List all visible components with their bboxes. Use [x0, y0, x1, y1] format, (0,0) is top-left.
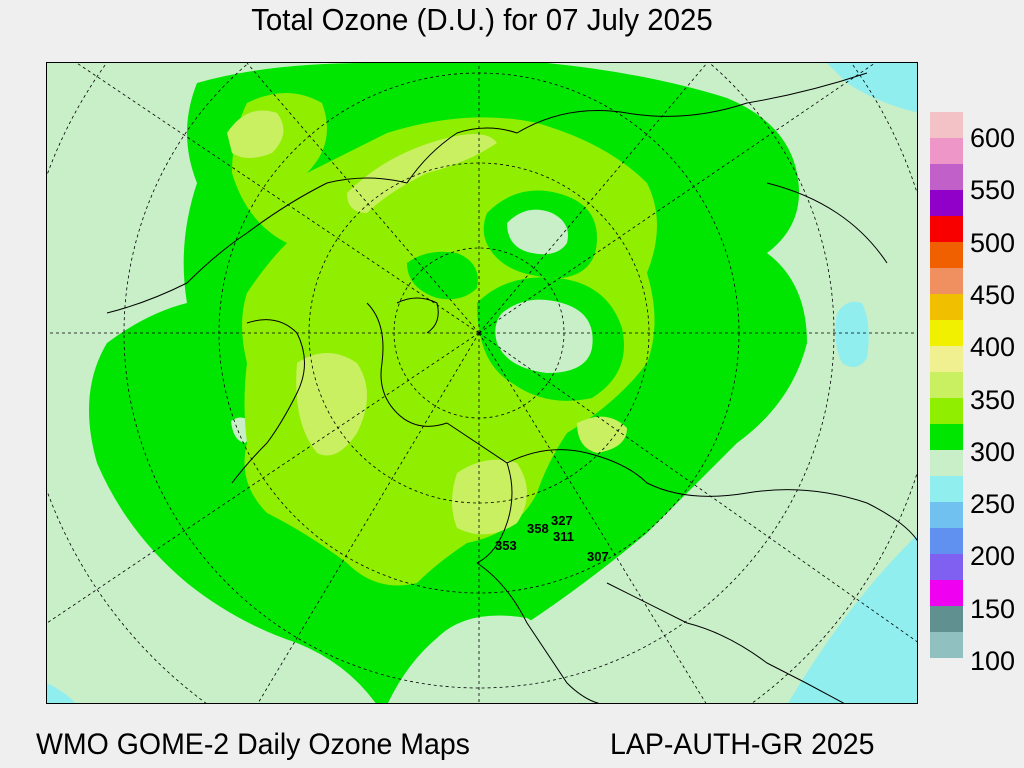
legend-swatch	[930, 268, 963, 294]
legend-swatch	[930, 242, 963, 268]
legend-label: 550	[970, 175, 1016, 206]
band-400-450-e	[577, 416, 627, 453]
legend-swatch	[930, 450, 963, 476]
low-ozone-area-southeast	[788, 534, 917, 703]
band-300-350-inner	[407, 251, 478, 300]
footer-credit: LAP-AUTH-GR 2025	[610, 728, 875, 761]
ozone-map-svg: 353 358 327 311 307	[47, 63, 917, 703]
legend-swatch	[930, 164, 963, 190]
legend-swatch	[930, 216, 963, 242]
legend-swatch	[930, 138, 963, 164]
station-value: 353	[495, 538, 517, 553]
footer-source: WMO GOME-2 Daily Ozone Maps	[36, 728, 470, 761]
legend-swatch	[930, 528, 963, 554]
legend-label: 450	[970, 279, 1016, 310]
legend-swatch	[930, 606, 963, 632]
legend-swatch	[930, 580, 963, 606]
legend-swatch	[930, 112, 963, 138]
low-cell-center	[495, 299, 593, 373]
legend-label: 200	[970, 541, 1016, 572]
legend-label: 150	[970, 593, 1016, 624]
legend-swatch	[930, 190, 963, 216]
station-value: 327	[551, 513, 573, 528]
legend-swatch	[930, 554, 963, 580]
graticule	[47, 63, 917, 703]
low-ozone-area-southwest	[47, 683, 76, 703]
band-250-300-south	[387, 615, 537, 703]
legend-swatch	[930, 372, 963, 398]
band-400-450-w	[296, 353, 367, 456]
low-ozone-area-east	[835, 301, 869, 367]
station-labels: 353 358 327 311 307	[495, 513, 609, 564]
station-value: 311	[553, 529, 574, 544]
ozone-map: 353 358 327 311 307	[46, 62, 918, 704]
legend-swatch	[930, 424, 963, 450]
band-400-450-europe	[452, 459, 527, 535]
legend-swatch	[930, 476, 963, 502]
legend-label: 300	[970, 436, 1016, 467]
legend-label: 500	[970, 227, 1016, 258]
legend-label: 100	[970, 646, 1016, 676]
legend-swatch	[930, 502, 963, 528]
legend-label: 350	[970, 384, 1016, 415]
coastlines	[106, 72, 917, 703]
legend-swatch	[930, 320, 963, 346]
legend-swatch	[930, 398, 963, 424]
band-400-450-nw	[227, 110, 284, 158]
legend-label: 600	[970, 123, 1016, 153]
station-value: 358	[527, 521, 549, 536]
station-value: 307	[587, 549, 609, 564]
legend-label: 400	[970, 332, 1016, 363]
legend-label: 250	[970, 489, 1016, 520]
map-title: Total Ozone (D.U.) for 07 July 2025	[251, 2, 713, 37]
legend-swatch	[930, 346, 963, 372]
band-400-450-n	[347, 134, 497, 213]
legend-swatch	[930, 632, 963, 658]
color-legend	[930, 112, 963, 658]
low-cell-north	[507, 209, 568, 255]
low-ozone-area-northeast	[827, 63, 917, 113]
legend-swatch	[930, 294, 963, 320]
